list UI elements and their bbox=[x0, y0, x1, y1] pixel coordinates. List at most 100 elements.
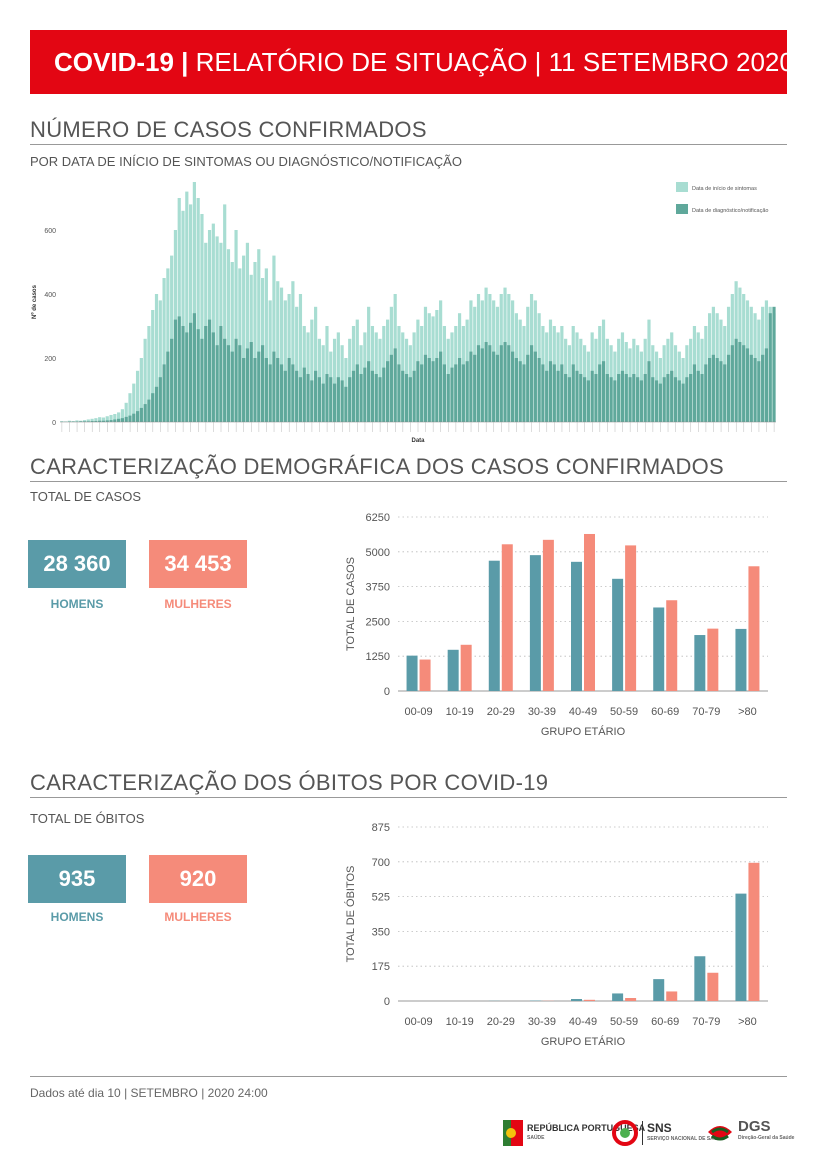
legend-swatch bbox=[676, 182, 688, 192]
notification-bar bbox=[268, 364, 272, 422]
symptom-onset-bar bbox=[147, 326, 151, 422]
notification-bar bbox=[533, 351, 537, 422]
x-tick-label: 30-39 bbox=[528, 1016, 556, 1028]
symptom-onset-bar bbox=[128, 393, 132, 422]
notification-bar bbox=[567, 377, 572, 422]
notification-bar bbox=[761, 354, 765, 422]
symptom-onset-bar bbox=[268, 300, 272, 422]
notification-bar bbox=[511, 351, 515, 422]
notification-bar bbox=[492, 351, 496, 422]
notification-bar bbox=[196, 329, 200, 422]
symptom-onset-bar bbox=[295, 306, 299, 422]
women-bar bbox=[625, 998, 637, 1001]
men-deaths-label: HOMENS bbox=[50, 910, 104, 924]
notification-bar bbox=[279, 364, 284, 422]
notification-bar bbox=[673, 377, 678, 422]
notification-bar bbox=[306, 374, 310, 422]
notification-bar bbox=[416, 361, 420, 422]
notification-bar bbox=[480, 348, 484, 422]
cases-section-title: NÚMERO DE CASOS CONFIRMADOS bbox=[30, 117, 427, 142]
symptom-onset-bar bbox=[215, 236, 219, 422]
y-tick-label: 0 bbox=[52, 420, 56, 427]
notification-bar bbox=[344, 386, 348, 422]
notification-bar bbox=[427, 358, 431, 422]
notification-bar bbox=[245, 348, 250, 422]
women-cases-label: MULHERES bbox=[164, 597, 232, 611]
y-tick-label: 2500 bbox=[366, 616, 390, 628]
notification-bar bbox=[454, 364, 458, 422]
men-bar bbox=[406, 655, 418, 691]
notification-bar bbox=[639, 380, 644, 422]
x-tick-label: 70-79 bbox=[692, 1016, 720, 1028]
logo-sub: SAÚDE bbox=[527, 1135, 545, 1141]
men-cases-total: 28 360 bbox=[28, 540, 126, 588]
y-tick-label: 0 bbox=[384, 996, 390, 1008]
notification-bar bbox=[79, 421, 83, 422]
notification-bar bbox=[423, 354, 428, 422]
x-axis-title: Data bbox=[411, 438, 425, 444]
legend-label: Data de diagnóstico/notificação bbox=[692, 208, 768, 214]
sns-emblem-icon bbox=[612, 1120, 638, 1146]
notification-bar bbox=[90, 421, 94, 422]
y-tick-label: 0 bbox=[384, 686, 390, 698]
symptom-onset-bar bbox=[154, 294, 159, 422]
symptom-onset-bar bbox=[75, 420, 79, 422]
notification-bar bbox=[613, 380, 617, 422]
symptom-onset-bar bbox=[234, 230, 238, 422]
logo-name: DGS bbox=[738, 1117, 771, 1135]
notification-bar bbox=[628, 377, 632, 422]
women-bar bbox=[584, 999, 595, 1001]
women-bar bbox=[460, 644, 472, 691]
notification-bar bbox=[529, 345, 534, 422]
symptom-onset-bar bbox=[79, 420, 83, 422]
dgs-emblem-icon bbox=[708, 1126, 732, 1141]
notification-bar bbox=[117, 418, 121, 422]
notification-bar bbox=[518, 361, 522, 422]
x-tick-label: 50-59 bbox=[610, 706, 638, 718]
notification-bar bbox=[484, 342, 488, 422]
notification-bar bbox=[98, 420, 102, 422]
x-tick-label: 30-39 bbox=[528, 706, 556, 718]
x-tick-label: 40-49 bbox=[569, 706, 597, 718]
notification-bar bbox=[700, 374, 704, 422]
data-timestamp: Dados até dia 10 | SETEMBRO | 2020 24:00 bbox=[30, 1086, 268, 1100]
symptom-onset-bar bbox=[132, 383, 136, 422]
x-tick-label: >80 bbox=[738, 706, 757, 718]
symptom-onset-bar bbox=[170, 255, 174, 422]
symptom-onset-bar bbox=[113, 414, 117, 422]
notification-bar bbox=[238, 345, 242, 422]
notification-bar bbox=[120, 418, 125, 422]
notification-bar bbox=[340, 380, 344, 422]
x-tick-label: >80 bbox=[738, 1016, 757, 1028]
symptom-onset-bar bbox=[291, 281, 295, 422]
notification-bar bbox=[291, 364, 295, 422]
notification-bar bbox=[200, 338, 204, 422]
notification-bar bbox=[397, 364, 401, 422]
men-bar bbox=[488, 560, 500, 691]
report-title-bold: COVID-19 | bbox=[54, 46, 189, 77]
notification-bar bbox=[166, 351, 170, 422]
women-bar bbox=[584, 533, 595, 691]
cases-section-subtitle: POR DATA DE INÍCIO DE SINTOMAS OU DIAGNÓ… bbox=[30, 154, 462, 169]
notification-bar bbox=[351, 370, 356, 422]
men-deaths-total: 935 bbox=[28, 855, 126, 903]
logo-name: SNS bbox=[647, 1120, 672, 1135]
women-bar bbox=[707, 972, 719, 1001]
notification-bar bbox=[370, 370, 375, 422]
notification-bar bbox=[473, 354, 477, 422]
notification-bar bbox=[575, 370, 579, 422]
notification-bar bbox=[317, 377, 321, 422]
notification-bar bbox=[109, 420, 113, 422]
x-tick-label: 10-19 bbox=[446, 706, 474, 718]
x-tick-label: 20-29 bbox=[487, 1016, 515, 1028]
symptom-onset-bar bbox=[264, 268, 268, 422]
notification-bar bbox=[128, 415, 132, 422]
x-tick-label: 00-09 bbox=[404, 706, 432, 718]
logo-sub: Direção-Geral da Saúde bbox=[738, 1134, 795, 1141]
notification-bar bbox=[586, 380, 590, 422]
notification-bar bbox=[435, 358, 439, 422]
notification-bar bbox=[207, 319, 212, 422]
women-bar bbox=[625, 545, 637, 691]
notification-bar bbox=[579, 374, 583, 422]
footer-divider bbox=[30, 1076, 787, 1077]
